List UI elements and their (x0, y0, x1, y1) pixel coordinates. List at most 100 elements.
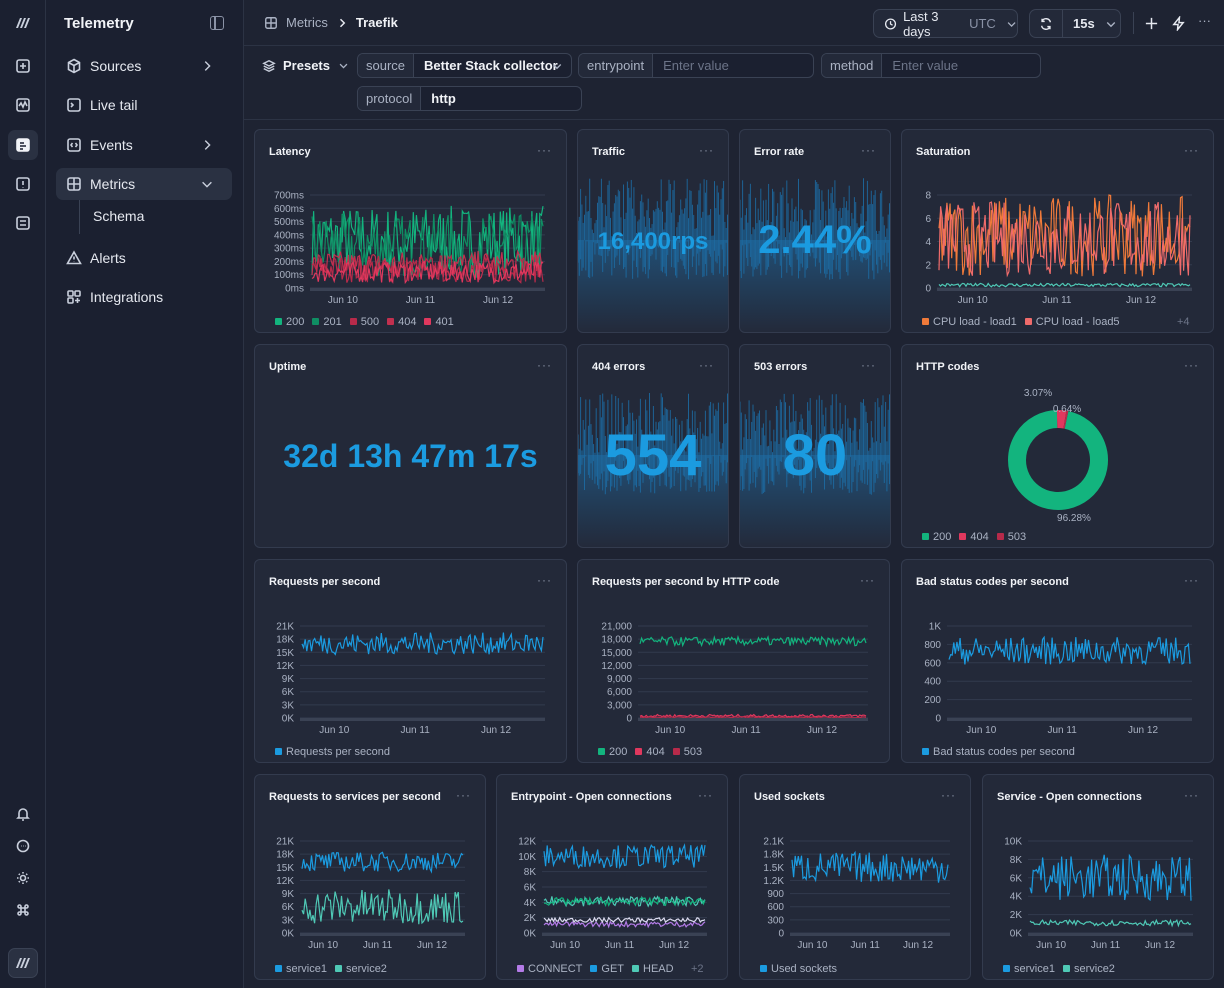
collapse-sidebar-icon[interactable] (210, 16, 224, 30)
legend-item[interactable]: 200 (598, 746, 627, 758)
sidebar: Telemetry Sources Live tail Events Metri… (46, 0, 244, 988)
logo-icon[interactable] (8, 8, 38, 38)
time-range-button[interactable]: Last 3 days UTC (873, 9, 1018, 39)
sidebar-subitem-schema[interactable]: Schema (93, 208, 145, 224)
panel-menu-icon[interactable]: ··· (861, 358, 876, 372)
sidebar-item-live-tail[interactable]: Live tail (56, 89, 232, 121)
refresh-interval-select[interactable]: 15s (1063, 16, 1120, 31)
legend-item[interactable]: service1 (275, 963, 327, 975)
y-tick-label: 6K (282, 687, 295, 698)
y-tick-label: 600 (924, 658, 941, 669)
sidebar-item-sources[interactable]: Sources (56, 50, 232, 82)
series-line (639, 634, 867, 648)
panel-menu-icon[interactable]: ··· (1184, 143, 1199, 157)
presets-button[interactable]: Presets (262, 58, 349, 73)
x-axis-scrollbar (790, 933, 950, 936)
x-axis-scrollbar (300, 933, 465, 936)
sun-icon[interactable] (8, 863, 38, 893)
lightning-icon[interactable] (1171, 16, 1186, 31)
sidebar-item-events[interactable]: Events (56, 129, 232, 161)
filter-entrypoint[interactable]: entrypoint Enter value (578, 53, 814, 78)
legend-item[interactable]: service2 (1062, 963, 1115, 975)
legend-item[interactable]: 401 (424, 316, 454, 328)
legend-item[interactable]: 201 (312, 316, 342, 328)
legend-item[interactable]: 200 (275, 316, 304, 328)
legend-item[interactable]: 200 (922, 531, 951, 543)
legend-item[interactable]: Bad status codes per second (922, 746, 1075, 758)
chevron-down-icon (1106, 21, 1115, 27)
panel-menu-icon[interactable]: ··· (537, 143, 552, 157)
legend-item[interactable]: Requests per second (275, 746, 390, 758)
panel-menu-icon[interactable]: ··· (1184, 788, 1199, 802)
sparkle-icon[interactable] (8, 51, 38, 81)
filter-value-input[interactable]: Enter value (892, 58, 959, 73)
legend-item[interactable]: 500 (349, 316, 379, 328)
sidebar-item-integrations[interactable]: Integrations (56, 281, 232, 313)
panel-menu-icon[interactable]: ··· (456, 788, 471, 802)
filter-method[interactable]: method Enter value (821, 53, 1041, 78)
legend-item[interactable]: CONNECT (517, 963, 582, 975)
legend-swatch (635, 748, 643, 755)
panel-menu-icon[interactable]: ··· (941, 788, 956, 802)
refresh-interval-label: 15s (1073, 16, 1095, 31)
legend-more[interactable]: +2 (691, 963, 704, 975)
panel-menu-icon[interactable]: ··· (537, 573, 552, 587)
x-tick-label: Jun 12 (1128, 725, 1158, 736)
incident-icon[interactable] (8, 169, 38, 199)
y-tick-label: 1.2K (763, 876, 784, 887)
panel-menu-icon[interactable]: ··· (860, 573, 875, 587)
command-icon[interactable] (8, 895, 38, 925)
legend-item[interactable]: 404 (635, 746, 665, 758)
x-tick-label: Jun 10 (958, 295, 988, 306)
more-icon[interactable]: ··· (1198, 13, 1211, 28)
legend-item[interactable]: service1 (1003, 963, 1055, 975)
legend-item[interactable]: 404 (387, 316, 416, 328)
refresh-button[interactable] (1030, 10, 1063, 37)
telemetry-icon[interactable] (8, 130, 38, 160)
y-tick-label: 1.8K (763, 850, 784, 861)
chat-icon[interactable] (8, 831, 38, 861)
legend-item[interactable]: CPU load - load5 (1024, 316, 1120, 328)
breadcrumb-metrics[interactable]: Metrics (286, 15, 328, 30)
sidebar-item-alerts[interactable]: Alerts (56, 242, 232, 274)
pie-slice (1056, 410, 1067, 429)
bell-icon[interactable] (8, 799, 38, 829)
x-tick-label: Jun 10 (319, 725, 349, 736)
filter-protocol[interactable]: protocol http (357, 86, 582, 111)
sidebar-item-metrics[interactable]: Metrics (56, 168, 232, 200)
y-tick-label: 200ms (274, 257, 304, 268)
series-line (938, 282, 1191, 288)
legend-item[interactable]: Used sockets (760, 963, 837, 975)
activity-icon[interactable] (8, 90, 38, 120)
panel-menu-icon[interactable]: ··· (698, 788, 713, 802)
legend-swatch (387, 318, 395, 325)
y-tick-label: 800 (924, 640, 941, 651)
panel-menu-icon[interactable]: ··· (1184, 573, 1199, 587)
x-axis-scrollbar (947, 718, 1192, 721)
panel-menu-icon[interactable]: ··· (699, 143, 714, 157)
panel-menu-icon[interactable]: ··· (537, 358, 552, 372)
panel-menu-icon[interactable]: ··· (699, 358, 714, 372)
legend-item[interactable]: 404 (959, 531, 989, 543)
legend-swatch (334, 965, 342, 972)
legend-item[interactable]: CPU load - load1 (922, 316, 1017, 328)
panel-menu-icon[interactable]: ··· (1184, 358, 1199, 372)
plus-icon[interactable] (1144, 16, 1159, 31)
legend-item[interactable]: HEAD (632, 963, 674, 975)
filter-value-input[interactable]: Enter value (663, 58, 729, 73)
workspace-avatar[interactable] (8, 948, 38, 978)
legend-item[interactable]: 503 (996, 531, 1026, 543)
chevron-right-icon (204, 140, 211, 150)
panel-menu-icon[interactable]: ··· (861, 143, 876, 157)
legend-item[interactable]: service2 (334, 963, 387, 975)
x-tick-label: Jun 10 (1036, 940, 1066, 951)
filter-source[interactable]: source Better Stack collector (357, 53, 572, 78)
legend-item[interactable]: GET (590, 963, 624, 975)
code-icon (67, 138, 81, 152)
settings-sliders-icon[interactable] (8, 208, 38, 238)
series-line (301, 632, 544, 656)
legend-item[interactable]: 503 (672, 746, 702, 758)
legend-more[interactable]: +4 (1177, 316, 1190, 328)
y-tick-label: 0K (1010, 929, 1023, 940)
sidebar-item-label: Alerts (90, 250, 126, 266)
